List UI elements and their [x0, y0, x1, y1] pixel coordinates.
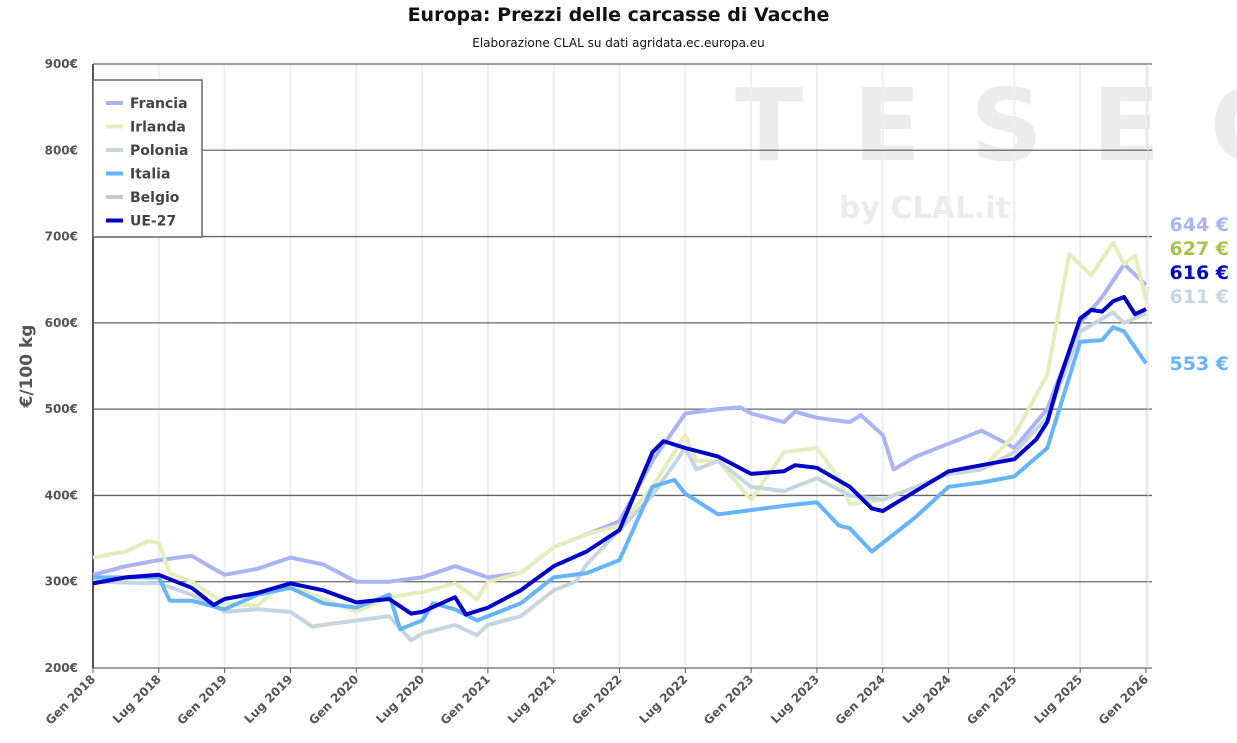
y-tick-label: 700€: [45, 230, 78, 244]
series-line-irlanda: [92, 240, 1148, 614]
series-line-polonia: [92, 310, 1147, 643]
series-line-ue-27: [92, 295, 1147, 617]
y-tick-label: 400€: [45, 488, 78, 502]
legend-item-belgio: Belgio: [130, 190, 180, 206]
x-tick-label: Gen 2022: [569, 672, 624, 727]
last-value-label-ue-27: 616 €: [1170, 262, 1230, 284]
legend-item-irlanda: Irlanda: [130, 120, 186, 136]
y-tick-label: 300€: [45, 575, 78, 589]
y-tick-label: 900€: [45, 57, 78, 71]
chart-title: Europa: Prezzi delle carcasse di Vacche: [407, 4, 830, 26]
y-tick-label: 800€: [45, 143, 78, 157]
x-tick-label: Gen 2020: [306, 672, 361, 727]
y-tick-label: 600€: [45, 316, 78, 330]
x-tick-label: Lug 2025: [1031, 672, 1085, 726]
chart-subtitle: Elaborazione CLAL su dati agridata.ec.eu…: [472, 36, 765, 50]
x-tick-label: Gen 2024: [833, 672, 888, 727]
y-axis-label: €/100 kg: [17, 325, 37, 409]
last-value-label-polonia: 611 €: [1170, 286, 1230, 308]
y-tick-label: 200€: [45, 661, 78, 675]
x-tick-label: Gen 2025: [964, 672, 1019, 727]
x-tick-label: Gen 2021: [438, 672, 493, 727]
y-tick-label: 500€: [45, 402, 78, 416]
watermark-logo: TESEO: [735, 67, 1237, 184]
last-value-label-italia: 553 €: [1170, 353, 1230, 375]
series-line-italia: [93, 325, 1148, 632]
x-tick-label: Gen 2026: [1096, 672, 1151, 727]
x-tick-label: Lug 2018: [110, 672, 164, 726]
last-value-label-irlanda: 627 €: [1170, 238, 1230, 260]
legend-item-italia: Italia: [130, 167, 170, 183]
legend-item-polonia: Polonia: [130, 143, 189, 159]
x-tick-label: Lug 2023: [768, 672, 822, 726]
x-tick-label: Lug 2024: [900, 672, 954, 726]
x-tick-label: Lug 2021: [505, 672, 559, 726]
x-tick-label: Gen 2023: [701, 672, 756, 727]
watermark-sub: by CLAL.it: [839, 191, 1010, 226]
legend-item-francia: Francia: [130, 96, 188, 112]
x-tick-label: Lug 2019: [242, 672, 296, 726]
x-tick-label: Lug 2022: [636, 672, 690, 726]
legend-item-ue-27: UE-27: [130, 214, 176, 230]
last-value-label-francia: 644 €: [1170, 214, 1230, 236]
x-tick-label: Gen 2018: [43, 672, 98, 727]
legend: [92, 79, 203, 238]
x-tick-label: Gen 2019: [175, 672, 230, 727]
x-tick-label: Lug 2020: [373, 672, 427, 726]
series-line-francia: [92, 262, 1148, 584]
